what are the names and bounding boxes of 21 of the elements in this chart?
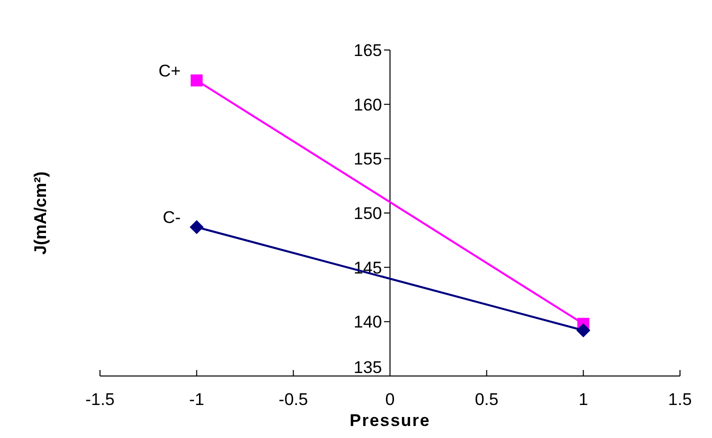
x-tick-label: -0.5	[278, 390, 308, 409]
y-tick-label: 155	[354, 150, 382, 169]
point	[190, 74, 203, 86]
y-tick-label: 145	[354, 258, 382, 278]
y-axis-title: J(mA/cm²)	[31, 171, 50, 255]
x-axis-title: Pressure	[350, 411, 430, 430]
x-tick-label: 0.5	[474, 390, 498, 409]
y-tick-label: 150	[354, 204, 382, 223]
point	[190, 220, 204, 234]
x-tick-label: 1.5	[668, 390, 692, 409]
x-tick-label: -1.5	[85, 390, 115, 409]
x-tick-label: 1	[578, 390, 588, 409]
y-tick-label: 160	[354, 95, 382, 114]
y-tick-label: 165	[354, 40, 382, 60]
y-tick-label: 135	[354, 358, 382, 377]
y-tick-label: 140	[354, 312, 382, 332]
point	[576, 323, 590, 338]
x-tick-label: -1	[189, 390, 204, 409]
series-label: C-	[162, 208, 181, 228]
x-tick-label: 0	[385, 390, 395, 409]
series-label: C+	[158, 61, 181, 80]
